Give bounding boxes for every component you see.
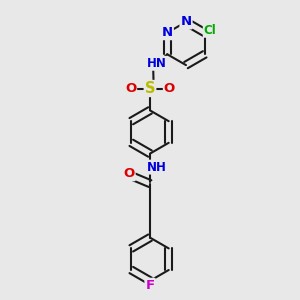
Text: O: O bbox=[125, 82, 136, 95]
Text: O: O bbox=[164, 82, 175, 95]
Text: S: S bbox=[145, 81, 155, 96]
Text: HN: HN bbox=[147, 57, 167, 70]
Text: O: O bbox=[123, 167, 135, 180]
Text: N: N bbox=[162, 26, 173, 39]
Text: F: F bbox=[146, 279, 154, 292]
Text: Cl: Cl bbox=[204, 24, 217, 37]
Text: NH: NH bbox=[147, 160, 166, 174]
Text: N: N bbox=[180, 15, 192, 28]
